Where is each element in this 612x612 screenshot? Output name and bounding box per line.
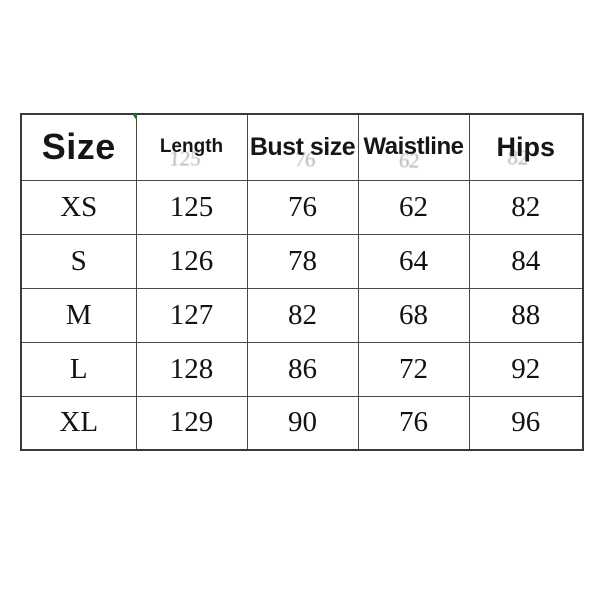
- waistline-value: 68: [357, 287, 470, 343]
- hips-value: 96: [468, 395, 584, 451]
- table-row-l: L 128 86 72 92: [20, 341, 584, 397]
- length-value: 126: [135, 233, 248, 289]
- waistline-value: 64: [357, 233, 470, 289]
- bust-size-value: 90: [246, 395, 359, 451]
- bust-size-value: 86: [246, 341, 359, 397]
- hips-value: 82: [468, 179, 584, 235]
- bust-size-value: 82: [246, 287, 359, 343]
- size-label: XS: [20, 179, 137, 235]
- length-value: 127: [135, 287, 248, 343]
- table-row-xs: XS 125 76 62 82: [20, 179, 584, 235]
- size-label: S: [20, 233, 137, 289]
- column-header-waistline: 62 Waistline: [357, 113, 470, 181]
- bust-size-value: 76: [246, 179, 359, 235]
- table-row-xl: XL 129 90 76 96: [20, 395, 584, 451]
- hips-value: 92: [468, 341, 584, 397]
- table-row-s: S 126 78 64 84: [20, 233, 584, 289]
- waistline-value: 72: [357, 341, 470, 397]
- size-label: L: [20, 341, 137, 397]
- column-header-waistline-label: Waistline: [363, 133, 464, 161]
- waistline-value: 76: [357, 395, 470, 451]
- column-header-length-label: Length: [159, 136, 224, 158]
- column-header-size-label: Size: [41, 126, 116, 168]
- size-label: XL: [20, 395, 137, 451]
- column-header-size: Size: [20, 113, 137, 181]
- column-header-hips: 82 Hips: [468, 113, 584, 181]
- length-value: 125: [135, 179, 248, 235]
- hips-value: 88: [468, 287, 584, 343]
- column-header-bust-size: 76 Bust size: [246, 113, 359, 181]
- length-value: 129: [135, 395, 248, 451]
- table-row-m: M 127 82 68 88: [20, 287, 584, 343]
- column-header-hips-label: Hips: [496, 131, 555, 162]
- length-value: 128: [135, 341, 248, 397]
- bust-size-value: 78: [246, 233, 359, 289]
- hips-value: 84: [468, 233, 584, 289]
- column-header-bust-size-label: Bust size: [249, 132, 356, 161]
- size-table: Size 125 Length 76 Bust size 62 Waistline 8…: [20, 113, 584, 451]
- waistline-value: 62: [357, 179, 470, 235]
- column-header-length: 125 Length: [135, 113, 248, 181]
- header-row: Size 125 Length 76 Bust size 62 Waistline 8…: [20, 113, 584, 181]
- size-chart: Size 125 Length 76 Bust size 62 Waistline 8…: [20, 113, 584, 452]
- size-label: M: [20, 287, 137, 343]
